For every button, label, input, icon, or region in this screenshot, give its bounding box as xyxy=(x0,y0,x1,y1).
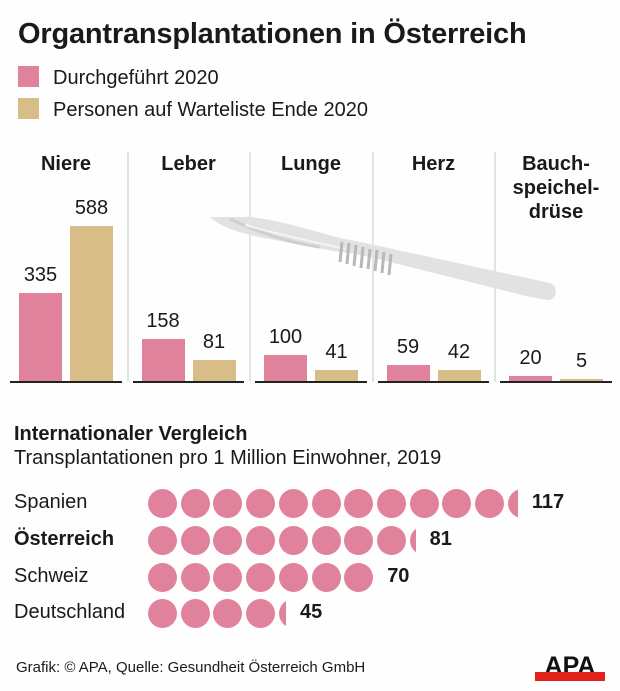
legend-swatch-waitlist xyxy=(18,98,39,119)
value-dot xyxy=(148,525,177,555)
category-label: Herz xyxy=(411,153,456,175)
legend-item-performed: Durchgeführt 2020 xyxy=(18,66,219,90)
organ-bar-chart: Niere 335 588 Leber 158 81 Lunge 100 41 Herz 59 42 B… xyxy=(10,152,612,383)
value-dot xyxy=(213,488,243,518)
country-label: Spanien xyxy=(14,491,88,513)
baseline xyxy=(255,381,367,383)
value-dot xyxy=(246,525,276,555)
country-label: Deutschland xyxy=(14,601,126,623)
column-divider xyxy=(371,152,374,382)
value-dot xyxy=(278,525,308,555)
partial-dot xyxy=(278,598,287,628)
apa-logo-bar xyxy=(535,672,605,681)
value-dot xyxy=(213,562,243,592)
partial-dot xyxy=(409,525,416,555)
value-dot xyxy=(246,562,276,592)
legend-label-performed: Durchgeführt 2020 xyxy=(53,67,219,89)
value-dot xyxy=(278,562,308,592)
bar-performed xyxy=(509,375,552,381)
value-dot xyxy=(180,525,210,555)
bar-performed xyxy=(264,354,307,381)
value-dot xyxy=(278,488,308,518)
value-dot xyxy=(376,488,406,518)
bar-waitlist xyxy=(437,369,481,381)
baseline xyxy=(377,381,489,383)
bar-waitlist xyxy=(70,226,113,381)
value-dot xyxy=(409,488,439,518)
value-dot xyxy=(344,488,374,518)
category-label: Leber xyxy=(161,153,216,175)
bar-performed xyxy=(141,339,185,381)
bar-performed xyxy=(386,365,430,381)
bar-value-label: 158 xyxy=(146,310,180,333)
value-dot xyxy=(442,488,472,518)
bar-value-label: 20 xyxy=(519,346,542,369)
value-dot xyxy=(475,488,504,518)
comparison-title: Internationaler Vergleich xyxy=(14,423,248,445)
baseline xyxy=(10,381,122,383)
chart-title: Organtransplantationen in Österreich xyxy=(18,18,527,50)
value-dot xyxy=(148,598,177,628)
column-divider xyxy=(249,152,251,382)
value-dot xyxy=(148,488,177,518)
bar-value-label: 100 xyxy=(268,325,303,348)
value-dot xyxy=(180,562,210,592)
value-dot xyxy=(180,488,210,518)
value-dot xyxy=(180,598,210,628)
baseline xyxy=(500,381,612,383)
column-divider xyxy=(126,152,129,382)
value-dot xyxy=(246,598,276,628)
bar-waitlist xyxy=(315,370,358,381)
bar-value-label: 81 xyxy=(202,330,226,353)
scalpel-icon xyxy=(210,217,556,300)
legend-label-waitlist: Personen auf Warteliste Ende 2020 xyxy=(53,99,369,121)
comparison-subtitle: Transplantationen pro 1 Million Einwohne… xyxy=(14,447,442,469)
bar-value-label: 588 xyxy=(74,197,109,219)
category-label: Bauch- speichel- drüse xyxy=(512,153,600,223)
apa-logo: APA xyxy=(535,652,605,681)
source-credit: Grafik: © APA, Quelle: Gesundheit Österr… xyxy=(16,659,366,676)
value-dot xyxy=(311,488,341,518)
value-dot xyxy=(311,562,341,592)
value-dot xyxy=(148,562,177,592)
value-dot xyxy=(311,525,341,555)
bar-value-label: 335 xyxy=(23,263,58,286)
country-value: 70 xyxy=(387,565,410,587)
value-dot xyxy=(213,598,243,628)
bar-waitlist xyxy=(192,359,236,381)
country-value: 45 xyxy=(300,601,323,623)
country-label: Österreich xyxy=(14,528,115,550)
bar-value-label: 41 xyxy=(325,341,348,364)
bar-value-label: 42 xyxy=(447,340,471,363)
bar-value-label: 5 xyxy=(575,350,588,372)
country-dot-chart: Spanien 117 Österreich 81 Schweiz 70 Deutschla… xyxy=(0,480,620,630)
value-dot xyxy=(376,525,406,555)
bar-performed xyxy=(19,292,62,381)
value-dot xyxy=(246,488,276,518)
legend-swatch-performed xyxy=(18,66,39,87)
column-divider xyxy=(494,152,496,382)
value-dot xyxy=(344,562,374,592)
country-value: 81 xyxy=(429,528,452,550)
country-value: 117 xyxy=(531,491,565,513)
legend-item-waitlist: Personen auf Warteliste Ende 2020 xyxy=(18,98,368,122)
baseline xyxy=(132,381,244,383)
partial-dot xyxy=(507,488,518,518)
value-dot xyxy=(344,525,374,555)
category-label: Niere xyxy=(40,153,92,175)
value-dot xyxy=(213,525,243,555)
bar-value-label: 59 xyxy=(396,336,420,359)
country-label: Schweiz xyxy=(14,565,89,587)
category-label: Lunge xyxy=(281,153,341,175)
bar-waitlist xyxy=(560,379,603,381)
